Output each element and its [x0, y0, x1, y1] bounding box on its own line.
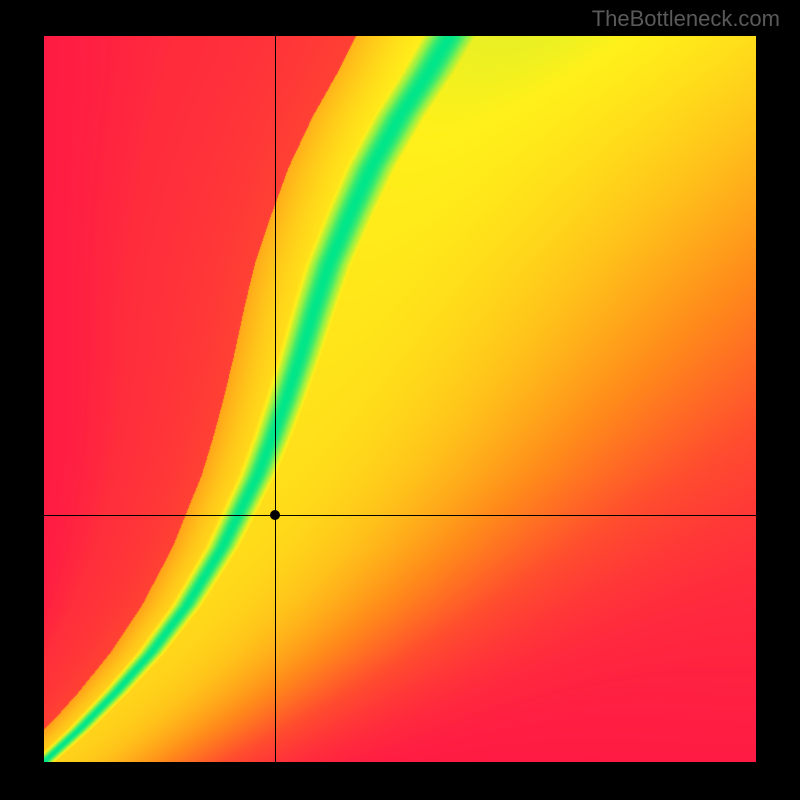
heatmap-plot [44, 36, 756, 762]
crosshair-horizontal [44, 515, 756, 516]
crosshair-marker [270, 510, 280, 520]
watermark-text: TheBottleneck.com [592, 6, 780, 32]
crosshair-vertical [275, 36, 276, 762]
heatmap-canvas [44, 36, 756, 762]
